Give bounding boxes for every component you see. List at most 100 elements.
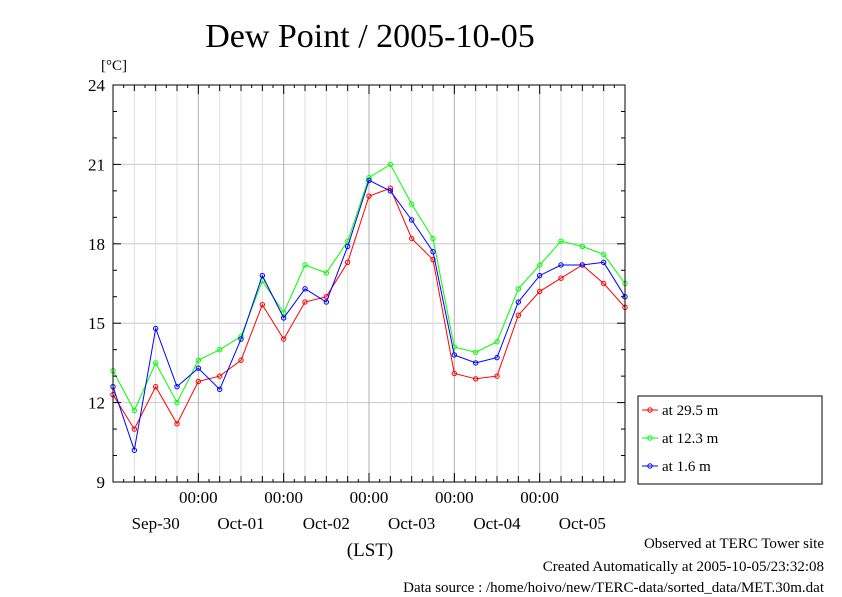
data-point xyxy=(259,272,266,279)
x-date-label: Oct-02 xyxy=(303,514,350,533)
data-point xyxy=(259,301,266,308)
data-point xyxy=(600,259,607,266)
x-time-label: 00:00 xyxy=(179,488,218,507)
data-point xyxy=(579,243,586,250)
data-point xyxy=(302,286,308,292)
data-point xyxy=(600,280,607,287)
legend-label: at 1.6 m xyxy=(662,459,711,475)
data-point xyxy=(216,386,223,393)
data-point xyxy=(323,270,330,276)
x-axis: 00:00 00:00 00:00 00:00 00:00 Sep-30 Oct-01 Oct… xyxy=(112,85,626,533)
data-point xyxy=(430,235,436,242)
legend-box xyxy=(637,395,823,485)
data-point xyxy=(558,238,564,244)
data-point xyxy=(195,357,202,363)
data-point xyxy=(494,354,500,361)
data-point xyxy=(472,376,479,382)
data-point xyxy=(131,447,138,453)
data-point xyxy=(451,370,458,377)
data-point xyxy=(131,407,138,414)
data-point xyxy=(174,421,180,427)
data-source-note: Data source : /home/hoivo/new/TERC-data/… xyxy=(403,580,824,596)
data-point xyxy=(280,315,287,321)
data-point xyxy=(451,344,458,350)
data-point xyxy=(366,177,372,183)
data-point xyxy=(174,399,180,406)
x-time-label: 00:00 xyxy=(435,488,474,507)
series-line xyxy=(112,179,626,451)
data-point xyxy=(515,286,522,292)
x-time-label: 00:00 xyxy=(350,488,389,507)
x-time-label: 00:00 xyxy=(264,488,303,507)
data-point xyxy=(238,336,244,342)
y-tick-label: 24 xyxy=(88,76,106,95)
data-point xyxy=(344,243,351,250)
y-tick-label: 12 xyxy=(88,394,105,413)
data-point xyxy=(387,188,394,194)
data-point xyxy=(238,357,244,363)
data-point xyxy=(558,262,564,268)
data-point xyxy=(472,349,479,356)
data-point xyxy=(216,373,223,379)
data-point xyxy=(387,161,394,168)
data-point xyxy=(515,312,522,318)
data-point xyxy=(408,235,415,242)
x-date-label: Oct-03 xyxy=(388,514,435,533)
y-axis-unit: [°C] xyxy=(101,58,127,74)
x-date-label: Oct-04 xyxy=(473,514,521,533)
y-axis: 9 12 15 18 21 24 xyxy=(88,76,625,492)
data-point xyxy=(472,360,479,366)
legend: at 29.5 m at 12.3 m at 1.6 m xyxy=(637,395,823,485)
series-at-1-6-m xyxy=(110,177,628,453)
data-point xyxy=(536,272,543,279)
data-point xyxy=(579,262,586,268)
legend-swatch-marker xyxy=(647,463,653,469)
grid-lines xyxy=(113,85,625,482)
data-point xyxy=(536,288,543,295)
data-point xyxy=(152,360,159,366)
data-point xyxy=(323,299,330,305)
data-point xyxy=(408,217,415,223)
x-date-label: Oct-05 xyxy=(559,514,606,533)
x-date-label: Oct-01 xyxy=(217,514,264,533)
data-point xyxy=(216,346,223,353)
data-point xyxy=(515,299,522,305)
legend-label: at 12.3 m xyxy=(662,431,719,447)
series-at-29-5-m xyxy=(110,185,628,432)
legend-label: at 29.5 m xyxy=(662,403,719,419)
y-tick-label: 18 xyxy=(88,235,105,254)
chart-title: Dew Point / 2005-10-05 xyxy=(205,18,535,55)
data-point xyxy=(152,384,159,390)
data-point xyxy=(494,339,500,345)
y-tick-label: 9 xyxy=(97,473,106,492)
data-point xyxy=(536,262,543,268)
data-point xyxy=(494,373,500,379)
legend-swatch-marker xyxy=(647,407,653,413)
data-point xyxy=(430,256,436,263)
data-point xyxy=(451,352,458,358)
data-point xyxy=(600,251,607,258)
series-layer xyxy=(110,161,628,453)
x-date-label: Sep-30 xyxy=(132,514,180,533)
series-line xyxy=(112,187,626,431)
y-tick-label: 21 xyxy=(88,155,105,174)
data-point xyxy=(174,384,180,390)
legend-swatch-marker xyxy=(647,435,653,441)
data-point xyxy=(195,378,202,385)
data-point xyxy=(302,299,308,305)
created-timestamp-note: Created Automatically at 2005-10-05/23:3… xyxy=(542,559,824,575)
x-axis-label: (LST) xyxy=(347,540,393,561)
y-tick-label: 15 xyxy=(88,314,105,333)
observed-site-note: Observed at TERC Tower site xyxy=(643,536,824,552)
data-point xyxy=(280,336,287,342)
data-point xyxy=(302,262,308,268)
x-time-label: 00:00 xyxy=(520,488,559,507)
data-point xyxy=(366,193,372,199)
data-point xyxy=(558,275,564,281)
data-point xyxy=(344,259,351,266)
data-point xyxy=(195,365,202,371)
data-point xyxy=(430,249,436,255)
data-point xyxy=(131,426,138,432)
data-point xyxy=(408,201,415,207)
